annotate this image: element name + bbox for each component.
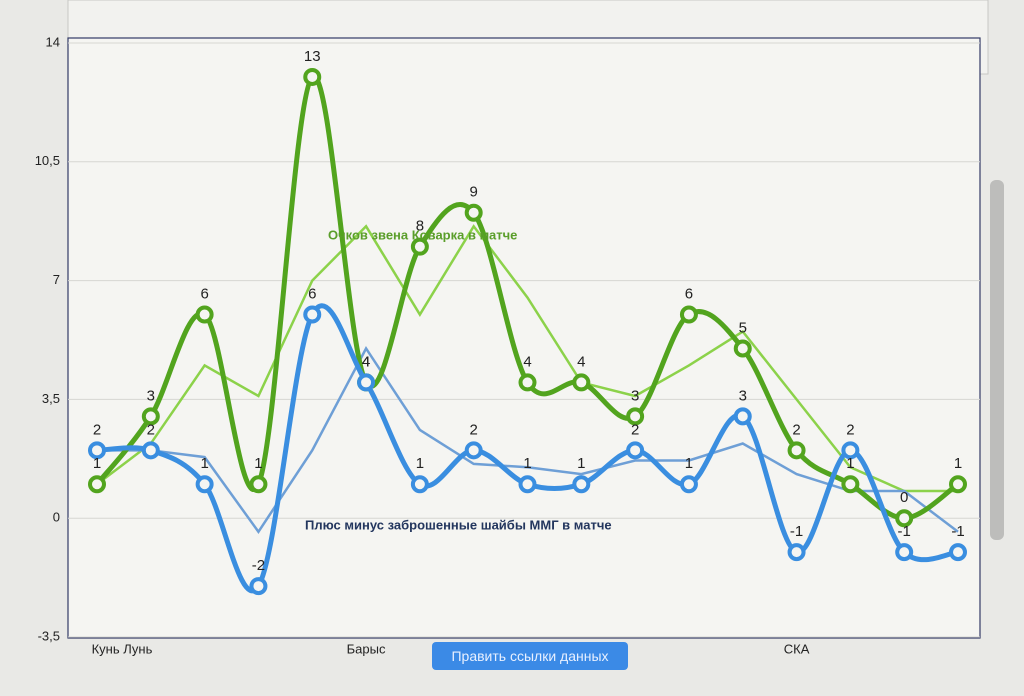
data-label: 5 [739,319,747,336]
data-label: -2 [252,557,265,574]
data-point [88,441,106,460]
data-label: 4 [577,353,585,370]
trend-line [97,346,959,534]
data-point [464,203,483,222]
data-point [787,543,806,562]
chart-frame [67,37,981,639]
data-label: 1 [93,455,101,472]
data-label: 2 [792,421,800,438]
data-label: 6 [685,286,693,303]
data-point [141,407,160,426]
data-label: 6 [200,286,208,303]
data-label: 1 [685,455,693,472]
data-label: 4 [362,353,370,370]
scrollbar [990,180,1004,540]
data-label: 2 [147,421,155,438]
data-point [572,475,591,494]
data-point [787,441,806,460]
data-point [895,509,914,528]
data-point [141,441,160,460]
data-point [949,543,967,562]
data-label: 8 [416,218,424,235]
data-label: 2 [93,421,101,438]
y-tick-label: -3,5 [38,628,60,643]
data-point [518,475,537,494]
data-label: 1 [846,455,854,472]
data-label: -1 [951,523,964,540]
y-tick-label: 0 [53,510,60,525]
annotation: Очков звена Коварка в матче [328,227,517,242]
data-label: 9 [470,184,478,201]
data-point [518,373,537,392]
data-point [249,577,268,596]
data-point [249,475,268,494]
data-point [841,475,860,494]
data-label: 4 [362,353,370,370]
data-label: 3 [631,387,639,404]
data-point [195,475,214,494]
data-point [464,441,483,460]
data-point [572,373,591,392]
data-label: 1 [200,455,208,472]
data-label: 1 [954,455,962,472]
data-point [679,475,698,494]
series-line [95,74,960,521]
y-tick-label: 7 [53,272,60,287]
data-label: 3 [739,387,747,404]
data-label: 2 [631,421,639,438]
data-label: 13 [304,48,321,65]
data-label: 2 [846,421,854,438]
data-label: -1 [790,523,803,540]
data-point [88,475,106,494]
data-point [410,237,429,256]
data-point [303,67,322,86]
data-point [195,305,214,324]
data-label: 4 [523,353,531,370]
y-tick-label: 14 [46,34,60,49]
data-point [303,305,322,324]
trend-line [96,224,958,493]
x-tick-label: Кунь Лунь [92,641,153,656]
data-point [679,305,698,324]
data-label: 1 [416,455,424,472]
data-label: 1 [254,455,262,472]
y-tick-label: 3,5 [42,391,60,406]
edit-data-button[interactable]: Править ссылки данных [432,642,628,670]
x-tick-label: Барыс [347,641,386,656]
data-label: 1 [577,455,585,472]
data-label: 2 [470,421,478,438]
data-point [357,373,376,392]
data-point [895,543,914,562]
data-point [733,339,752,358]
data-point [410,475,429,494]
data-label: -1 [898,523,911,540]
data-point [949,475,967,494]
data-point [841,441,860,460]
data-label: 1 [523,455,531,472]
data-label: 0 [900,489,908,506]
x-tick-label: СКА [784,641,810,656]
data-label: 3 [147,387,155,404]
data-point [626,407,645,426]
data-point [626,441,645,460]
annotation: Плюс минус заброшенные шайбы ММГ в матче [305,517,612,532]
y-tick-label: 10,5 [35,153,60,168]
data-point [733,407,752,426]
data-label: 6 [308,286,316,303]
